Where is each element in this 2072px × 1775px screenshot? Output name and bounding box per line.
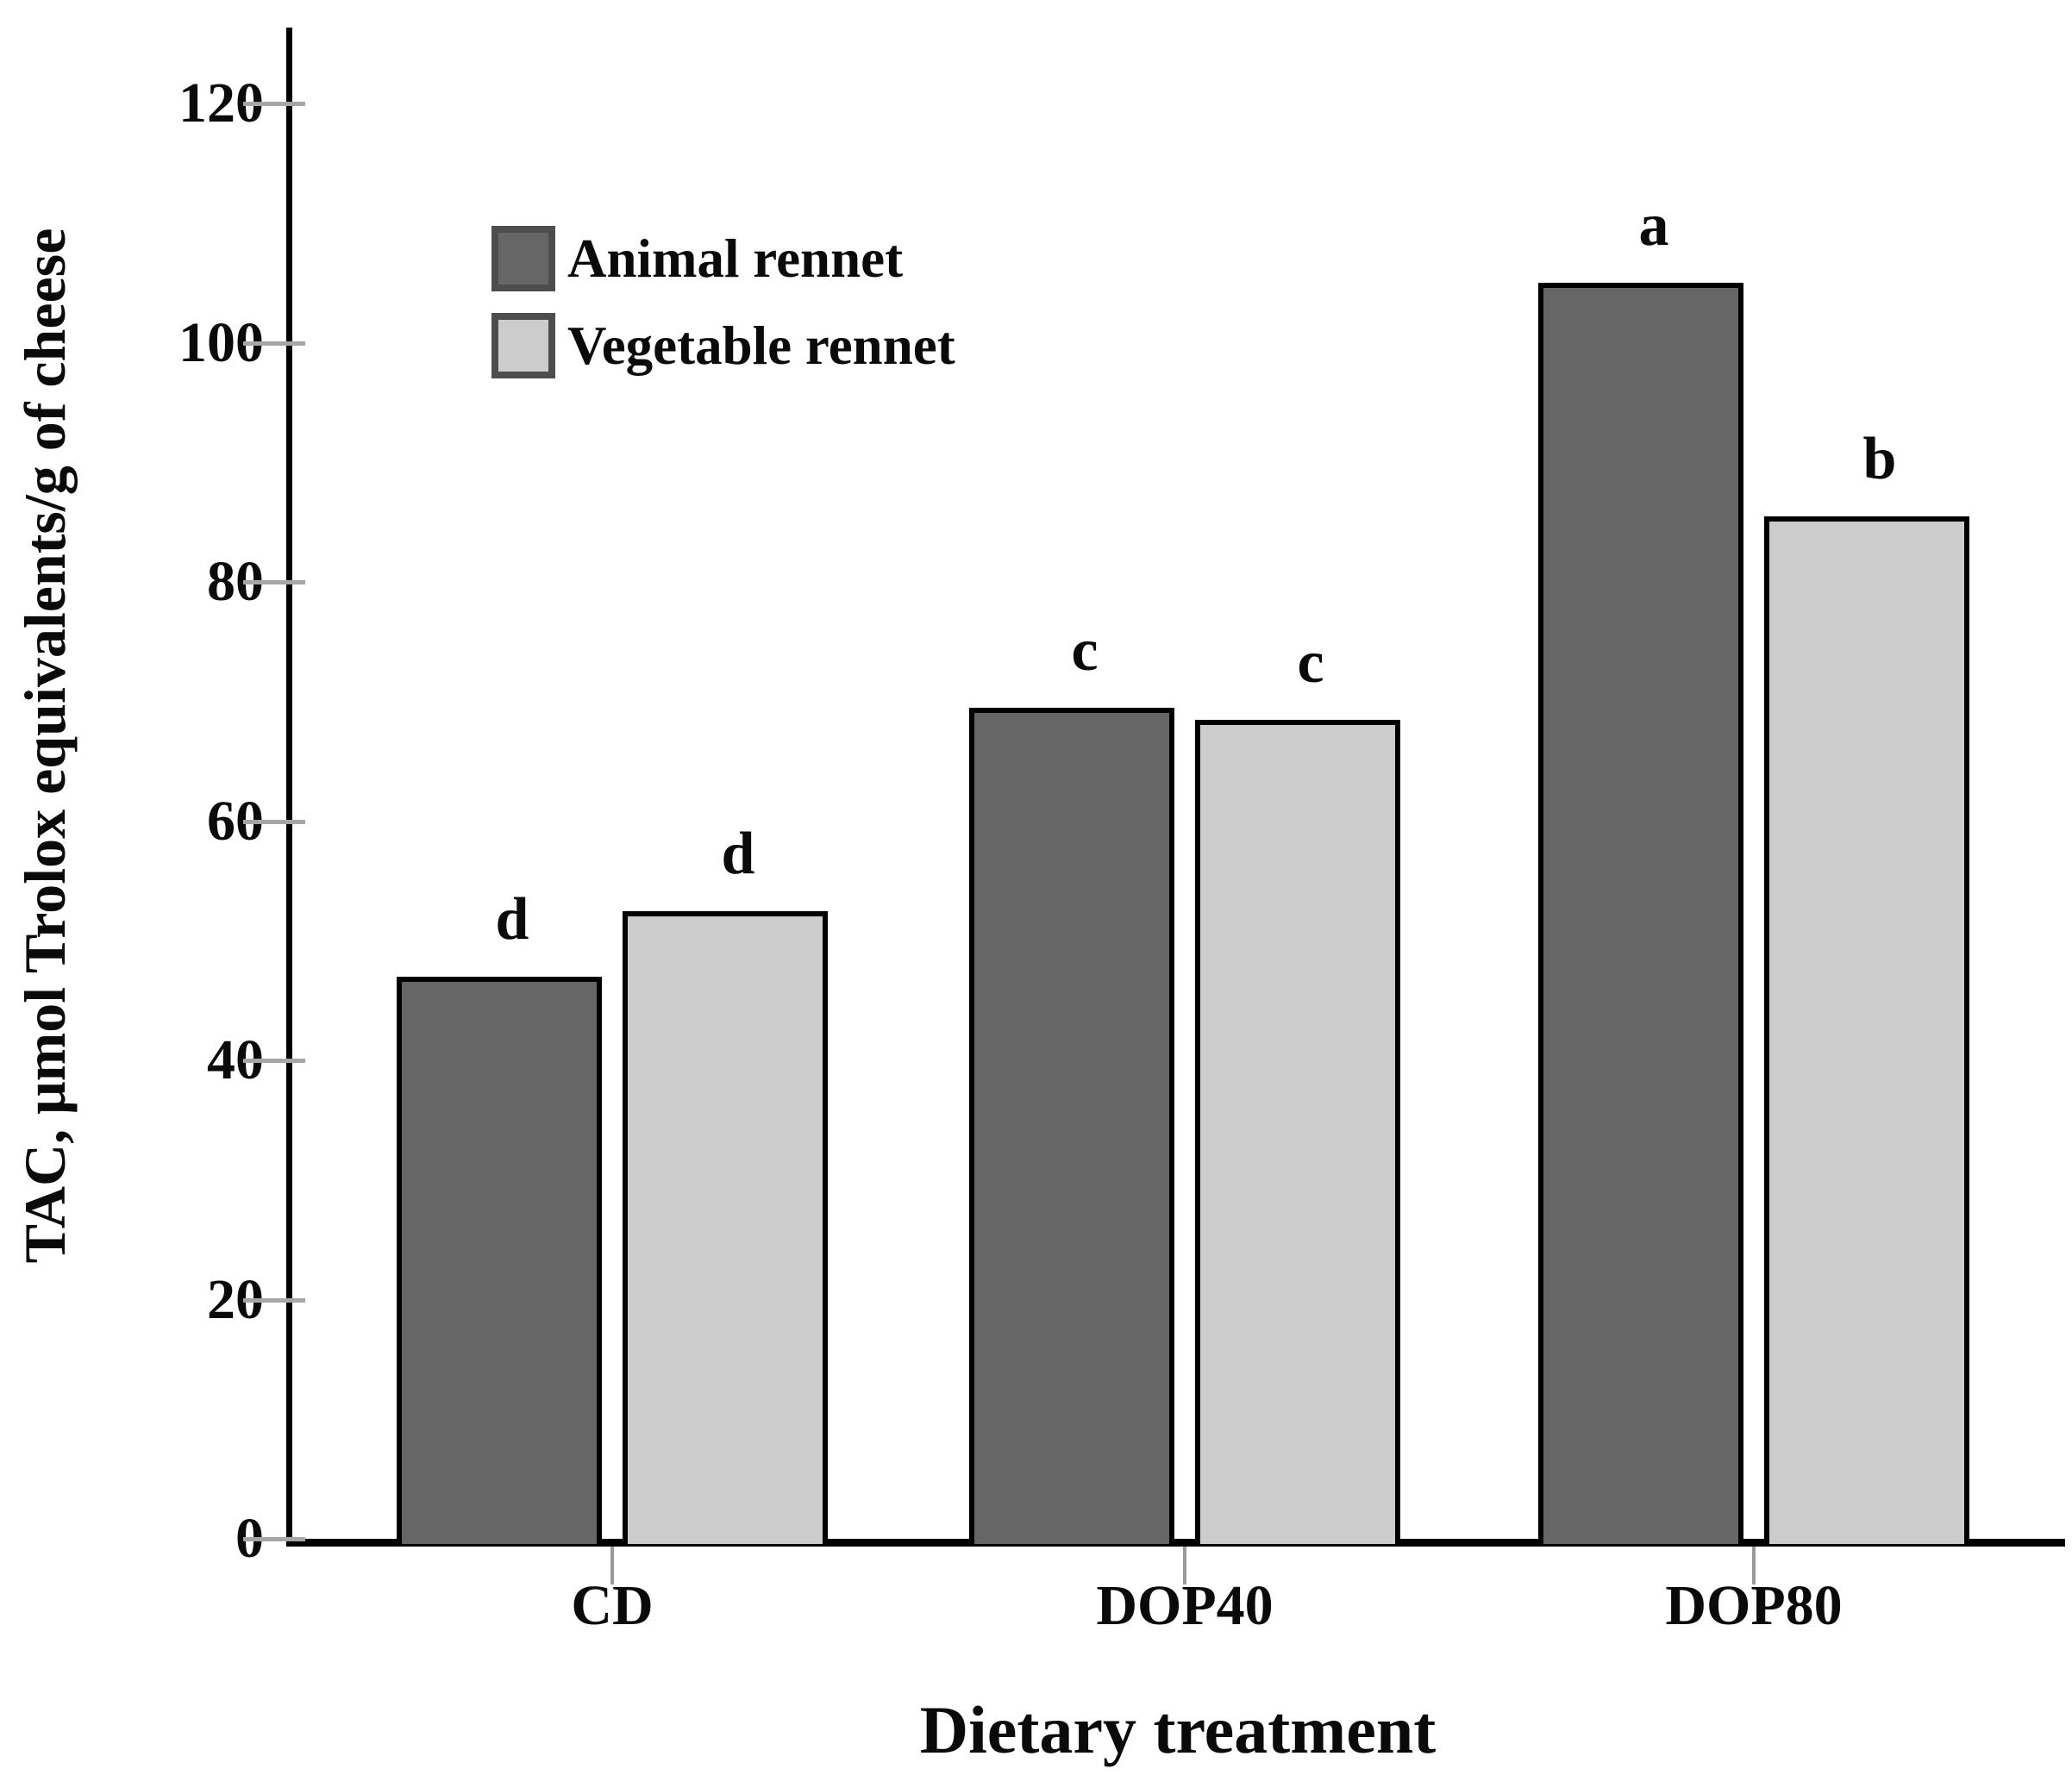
legend: Animal rennet Vegetable rennet (491, 226, 955, 400)
bar-cd-vegetable-rennet (623, 911, 828, 1544)
y-tick-mark-60 (243, 819, 305, 824)
x-axis-title: Dietary treatment (919, 1692, 1437, 1767)
sig-letter-dop40-vegetable-rennet: c (1297, 629, 1324, 696)
y-tick-label-60: 60 (207, 789, 264, 853)
y-tick-label-100: 100 (178, 310, 264, 374)
bar-dop40-vegetable-rennet (1195, 720, 1400, 1544)
legend-item-vegetable-rennet: Vegetable rennet (491, 313, 955, 378)
x-axis-line (286, 1539, 2065, 1547)
y-tick-label-40: 40 (207, 1028, 264, 1091)
x-tick-mark-cd (610, 1547, 614, 1584)
y-axis-line (286, 28, 292, 1545)
x-tick-mark-dop80 (1752, 1547, 1756, 1584)
y-tick-label-80: 80 (207, 550, 264, 613)
sig-letter-cd-animal-rennet: d (495, 886, 529, 953)
bar-dop40-animal-rennet (969, 708, 1174, 1544)
x-category-label-cd: CD (571, 1574, 654, 1637)
y-axis-title: TAC, μmol Trolox equivalents/g of cheese (12, 228, 78, 1264)
y-tick-mark-40 (243, 1059, 305, 1063)
x-category-label-dop80: DOP80 (1665, 1574, 1843, 1637)
y-tick-label-120: 120 (178, 72, 264, 134)
legend-label-vegetable-rennet: Vegetable rennet (567, 316, 955, 376)
y-tick-mark-120 (243, 102, 305, 106)
y-tick-mark-0 (243, 1537, 305, 1541)
legend-swatch-vegetable-rennet (491, 313, 555, 378)
bar-dop80-vegetable-rennet (1764, 516, 1969, 1544)
sig-letter-dop40-animal-rennet: c (1071, 617, 1099, 684)
y-tick-mark-20 (243, 1297, 305, 1303)
x-tick-mark-dop40 (1183, 1547, 1186, 1584)
y-tick-mark-100 (243, 341, 305, 346)
legend-swatch-animal-rennet (491, 226, 555, 291)
sig-letter-cd-vegetable-rennet: d (721, 821, 755, 887)
y-tick-label-20: 20 (207, 1267, 264, 1331)
y-tick-mark-80 (243, 580, 305, 584)
bar-dop80-animal-rennet (1538, 283, 1743, 1544)
legend-item-animal-rennet: Animal rennet (491, 226, 955, 291)
y-tick-label-0: 0 (235, 1507, 264, 1570)
x-category-label-dop40: DOP40 (1096, 1574, 1274, 1637)
legend-label-animal-rennet: Animal rennet (567, 228, 904, 289)
sig-letter-dop80-animal-rennet: a (1638, 192, 1669, 259)
sig-letter-dop80-vegetable-rennet: b (1862, 426, 1897, 492)
bar-cd-animal-rennet (397, 977, 602, 1544)
